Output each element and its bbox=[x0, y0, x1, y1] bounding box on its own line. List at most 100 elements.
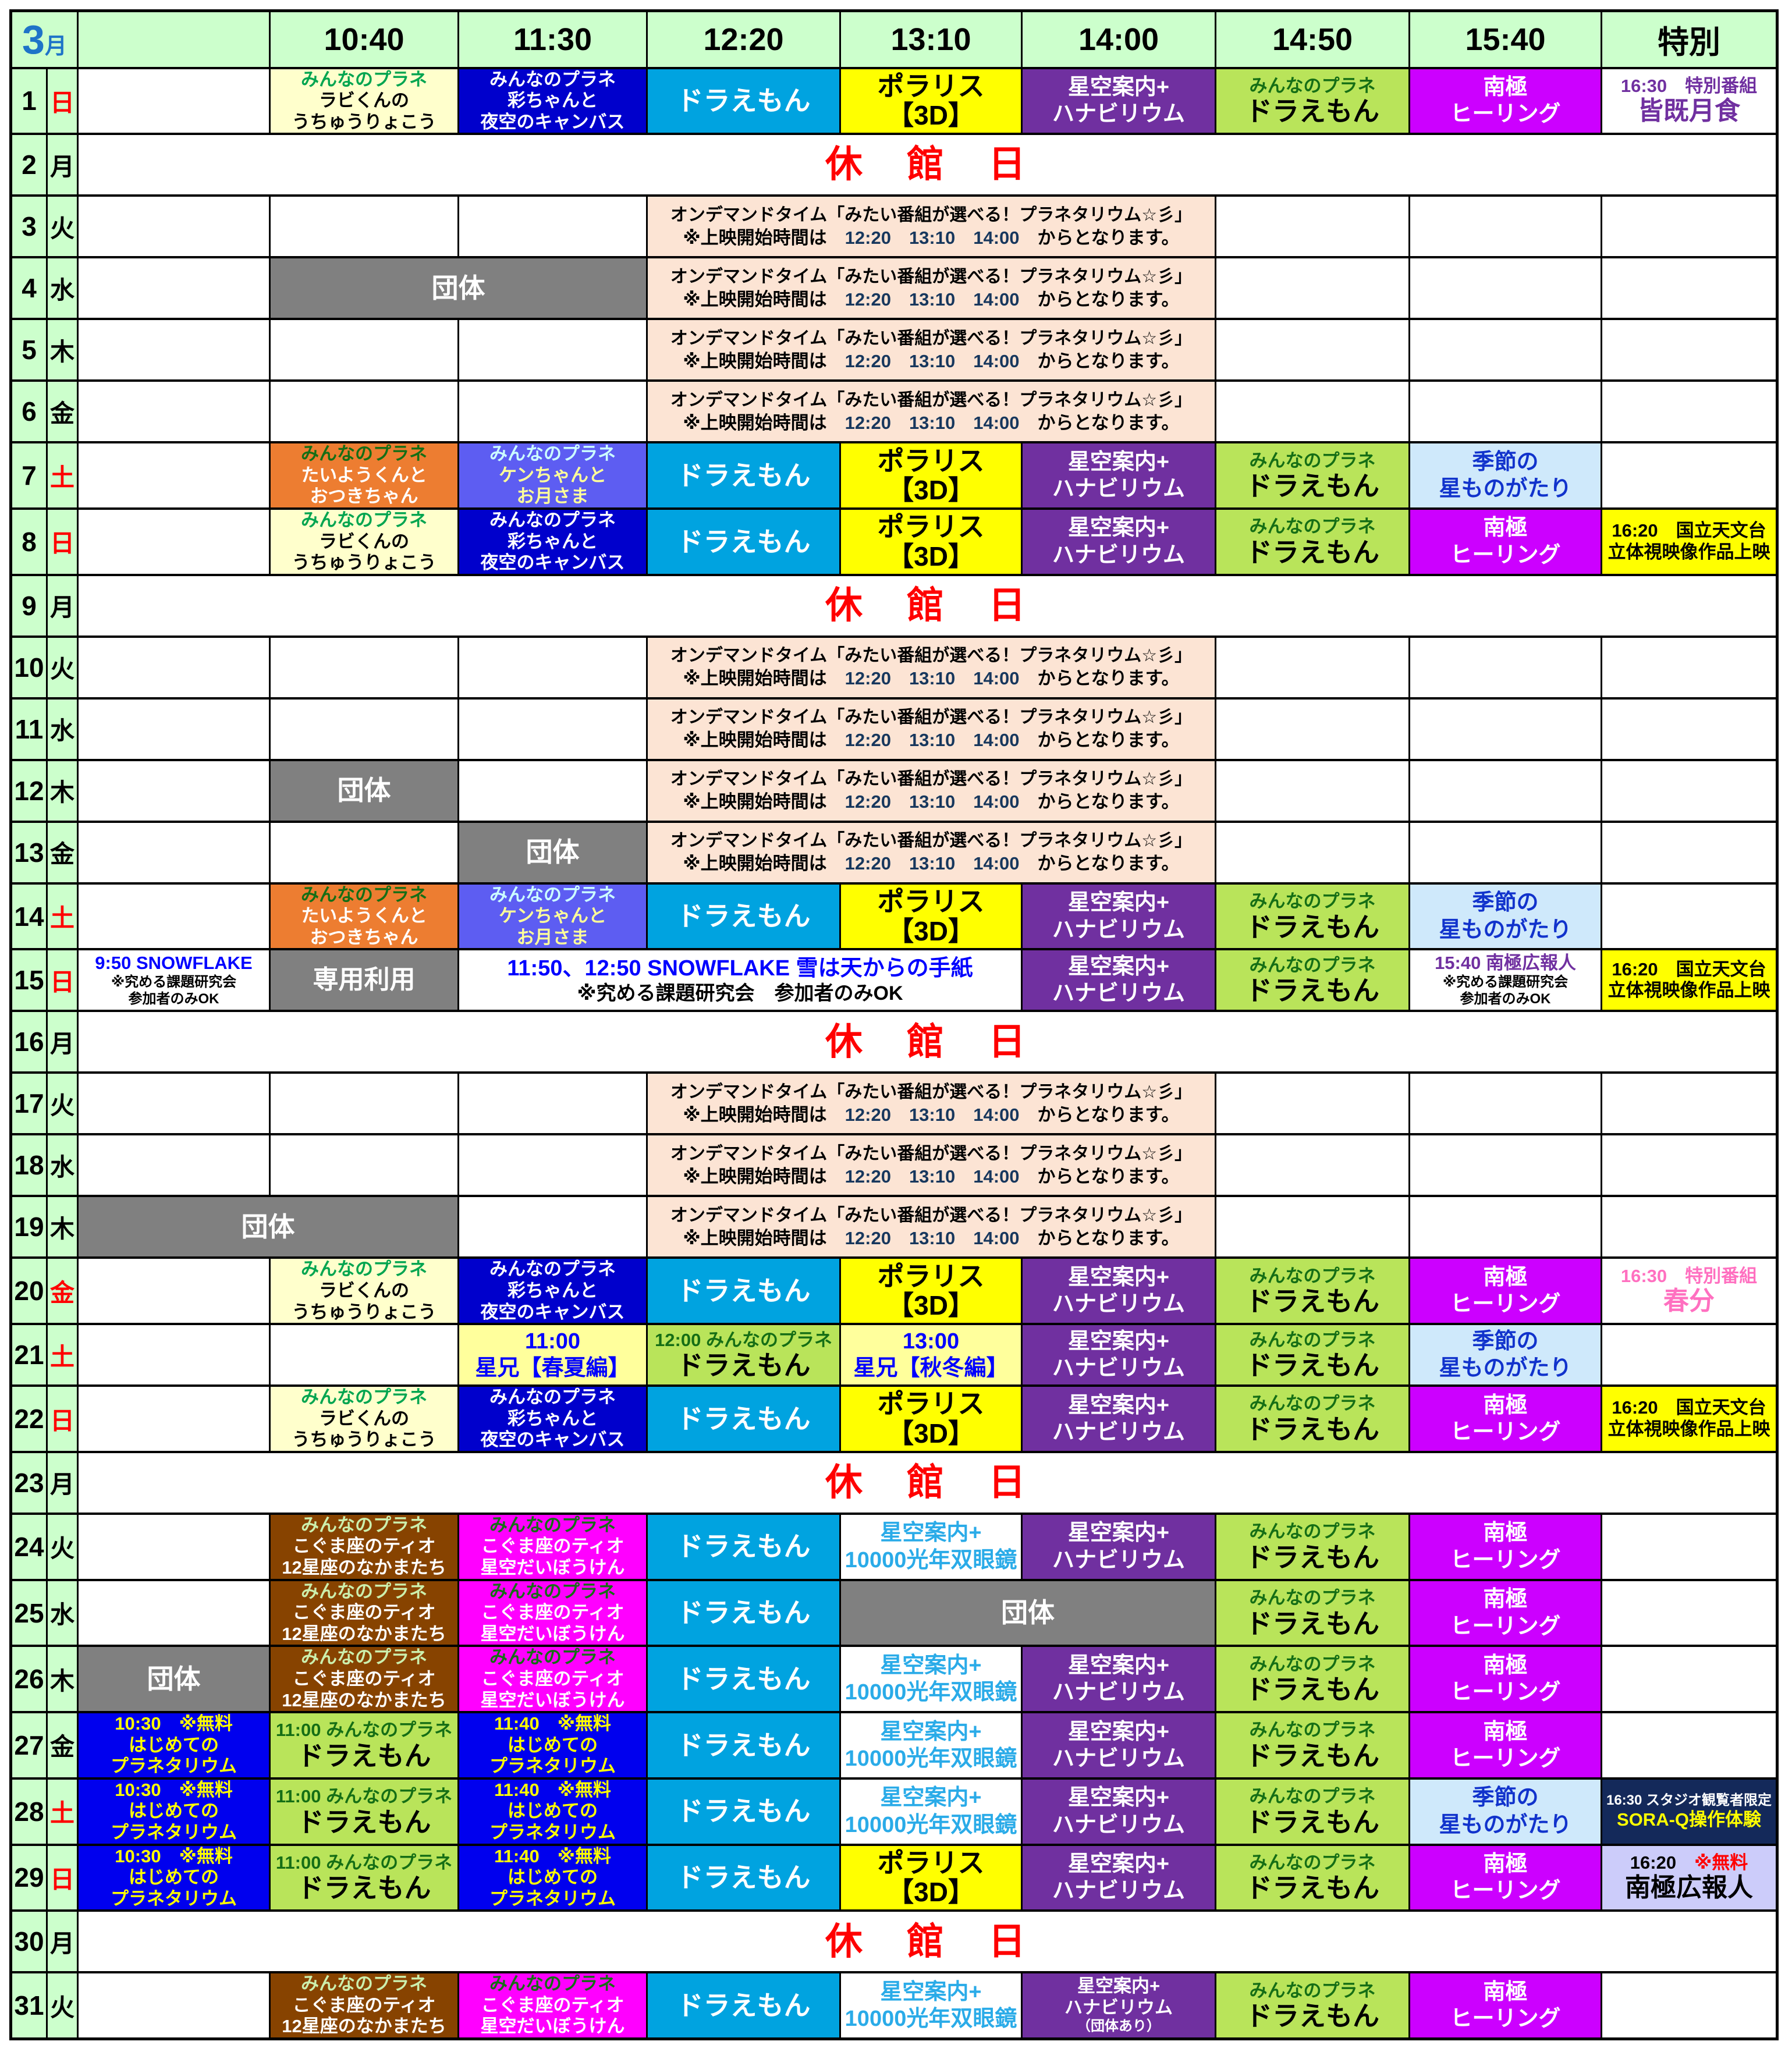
cell-text-line: みんなのプラネ bbox=[301, 1514, 428, 1535]
empty-cell bbox=[1408, 194, 1603, 259]
empty-cell bbox=[457, 1133, 648, 1198]
cell-text-line: ドラえもん bbox=[297, 1740, 431, 1771]
cell-text-line: こぐま座のティオ bbox=[292, 1536, 436, 1557]
cell-hanabi: 星空案内+ ハナビリウム bbox=[1021, 1777, 1217, 1846]
cell-rabi: みんなのプラネ ラビくんの うちゅうりょこう bbox=[269, 1384, 460, 1453]
cell-text-line: 南極 bbox=[1483, 1852, 1528, 1877]
col-header-1040: 10:40 bbox=[269, 9, 460, 69]
row-day-22: 22 日みんなのプラネ ラビくんの うちゅうりょこう みんなのプラネ 彩ちゃんと 夜空のキャ… bbox=[10, 1384, 1779, 1453]
empty-cell bbox=[77, 256, 271, 321]
empty-cell bbox=[77, 1384, 271, 1453]
empty-cell bbox=[1215, 256, 1411, 321]
empty-cell bbox=[1215, 1195, 1411, 1259]
empty-cell bbox=[77, 635, 271, 700]
cell-text-line: ヒーリング bbox=[1450, 1680, 1561, 1705]
cell-text-line: プラネタリウム bbox=[111, 1822, 237, 1842]
cell-dantai: 団体 bbox=[269, 256, 648, 321]
empty-cell bbox=[269, 379, 460, 444]
cell-text-line: お月さま bbox=[516, 486, 589, 507]
cell-text-line: 星ものがたり bbox=[1439, 1356, 1572, 1381]
cell-nankyoku: 南極 ヒーリング bbox=[1408, 1645, 1603, 1714]
cell-doragreen: みんなのプラネ ドラえもん bbox=[1215, 1323, 1411, 1387]
cell-text-line: 10000光年双眼鏡 bbox=[844, 1812, 1017, 1837]
cell-text-line: ※上映開始時間は 12:20 13:10 14:00 からとなります。 bbox=[683, 853, 1180, 874]
row-day-3: 3 火 オンデマンドタイム「みたい番組が選べる！プラネタリウム☆彡」 ※上映開始時間は… bbox=[10, 194, 1779, 259]
cell-hajimete1140: 11:40 ※無料 はじめての プラネタリウム bbox=[457, 1711, 648, 1780]
cell-text-line: 11:40 ※無料 bbox=[494, 1845, 611, 1866]
day-of-week: 月 bbox=[45, 1010, 79, 1074]
cell-text-line: 南極 bbox=[1483, 1393, 1528, 1418]
month-cell: 3月 bbox=[9, 9, 79, 69]
cell-text-line: 星空案内+ bbox=[1067, 1719, 1170, 1744]
empty-cell bbox=[1215, 194, 1411, 259]
cell-text-line: ドラえもん bbox=[676, 1730, 811, 1760]
cell-tiohoshi: みんなのプラネ こぐま座のティオ 星空だいぼうけん bbox=[457, 1512, 648, 1581]
empty-cell bbox=[1601, 1195, 1779, 1259]
empty-cell bbox=[1408, 697, 1603, 761]
row-day-1: 1 日みんなのプラネ ラビくんの うちゅうりょこう みんなのプラネ 彩ちゃんと 夜空のキャン… bbox=[10, 66, 1779, 136]
cell-text-line: 星兄【秋冬編】 bbox=[853, 1356, 1009, 1381]
empty-cell bbox=[77, 882, 271, 951]
day-of-week: 日 bbox=[45, 1384, 79, 1453]
empty-cell bbox=[77, 820, 271, 885]
cell-ondemand: オンデマンドタイム「みたい番組が選べる！プラネタリウム☆彡」 ※上映開始時間は 1… bbox=[646, 635, 1217, 700]
cell-dora: ドラえもん bbox=[646, 1711, 842, 1780]
day-number: 17 bbox=[10, 1071, 48, 1136]
day-of-week: 木 bbox=[45, 1645, 79, 1714]
empty-cell bbox=[77, 1323, 271, 1387]
cell-taiyou: みんなのプラネ たいようくんと おつきちゃん bbox=[269, 882, 460, 951]
day-of-week: 月 bbox=[45, 1909, 79, 1974]
cell-nankyoku: 南極 ヒーリング bbox=[1408, 1578, 1603, 1648]
cell-aya: みんなのプラネ 彩ちゃんと 夜空のキャンバス bbox=[457, 507, 648, 576]
cell-text-line: ハナビリウム bbox=[1052, 1420, 1186, 1445]
cell-text-line: ※上映開始時間は 12:20 13:10 14:00 からとなります。 bbox=[683, 791, 1180, 812]
empty-cell bbox=[1601, 1512, 1779, 1581]
cell-nankyoku: 南極 ヒーリング bbox=[1408, 507, 1603, 576]
cell-text-line: ドラえもん bbox=[676, 1796, 811, 1827]
day-of-week: 金 bbox=[45, 1256, 79, 1326]
empty-cell bbox=[269, 1323, 460, 1387]
cell-text-line: 春分 bbox=[1663, 1287, 1715, 1316]
cell-text-line: みんなのプラネ bbox=[301, 443, 428, 464]
cell-text-line: ポラリス【3D】 bbox=[877, 512, 985, 571]
cell-dora: ドラえもん bbox=[646, 1971, 842, 2040]
cell-text-line: うちゅうりょこう bbox=[292, 552, 437, 573]
cell-text-line: 南極 bbox=[1483, 1979, 1528, 2004]
day-number: 26 bbox=[10, 1645, 48, 1714]
cell-text-line: ※上映開始時間は 12:20 13:10 14:00 からとなります。 bbox=[683, 227, 1180, 248]
day-number: 12 bbox=[10, 758, 48, 823]
cell-ondemand: オンデマンドタイム「みたい番組が選べる！プラネタリウム☆彡」 ※上映開始時間は 1… bbox=[646, 256, 1217, 321]
cell-hanabi: 星空案内+ ハナビリウム bbox=[1021, 1323, 1217, 1387]
cell-kisetsu: 季節の 星ものがたり bbox=[1408, 441, 1603, 510]
cell-text-line: みんなのプラネ bbox=[1249, 1786, 1376, 1807]
cell-text-line: ポラリス【3D】 bbox=[877, 445, 985, 506]
row-day-30: 30 月 休 館 日 bbox=[10, 1909, 1779, 1974]
cell-text-line: 季節の bbox=[1472, 890, 1539, 915]
cell-dora: ドラえもん bbox=[646, 1777, 842, 1846]
empty-cell bbox=[269, 194, 460, 259]
cell-text-line: SORA-Q操作体験 bbox=[1617, 1809, 1762, 1830]
empty-cell bbox=[1601, 1711, 1779, 1780]
cell-taiyou: みんなのプラネ たいようくんと おつきちゃん bbox=[269, 441, 460, 510]
row-day-13: 13 金 団体 オンデマンドタイム「みたい番組が選べる！プラネタリウム☆彡」 ※上映開始… bbox=[10, 820, 1779, 885]
empty-cell bbox=[77, 66, 271, 136]
cell-dora11: 11:00 みんなのプラネ ドラえもん bbox=[269, 1843, 460, 1912]
cell-text-line: 10000光年双眼鏡 bbox=[844, 2007, 1017, 2032]
day-of-week: 水 bbox=[45, 1133, 79, 1198]
cell-nankyoku: 南極 ヒーリング bbox=[1408, 66, 1603, 136]
empty-cell bbox=[457, 318, 648, 382]
cell-hanabi: 星空案内+ ハナビリウム bbox=[1021, 507, 1217, 576]
cell-text-line: ドラえもん bbox=[1245, 1806, 1380, 1837]
cell-text-line: 星空案内+ bbox=[880, 1979, 982, 2004]
empty-cell bbox=[1601, 820, 1779, 885]
day-number: 2 bbox=[10, 133, 48, 197]
row-day-4: 4 水 団体 オンデマンドタイム「みたい番組が選べる！プラネタリウム☆彡」 ※上映開始時… bbox=[10, 256, 1779, 321]
cell-dora: ドラえもん bbox=[646, 441, 842, 510]
cell-text-line: ヒーリング bbox=[1450, 1420, 1561, 1445]
cell-hanabi: 星空案内+ ハナビリウム bbox=[1021, 882, 1217, 951]
cell-kouhou1540: 15:40 南極広報人 ※究める課題研究会 参加者のみOK bbox=[1408, 948, 1603, 1013]
cell-text-line: ドラえもん bbox=[1245, 1674, 1380, 1705]
cell-text-line: 団体 bbox=[526, 837, 580, 868]
